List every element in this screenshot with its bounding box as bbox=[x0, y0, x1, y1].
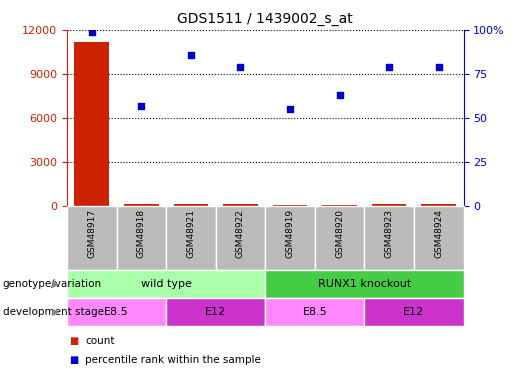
Bar bbox=[223, 204, 258, 206]
Bar bbox=[315, 206, 365, 270]
Bar bbox=[322, 204, 357, 206]
Text: E8.5: E8.5 bbox=[104, 307, 129, 317]
Text: ■: ■ bbox=[70, 336, 79, 346]
Point bbox=[187, 52, 195, 58]
Point bbox=[286, 106, 294, 112]
Text: GSM48919: GSM48919 bbox=[285, 209, 295, 258]
Text: genotype/variation: genotype/variation bbox=[3, 279, 101, 289]
Text: percentile rank within the sample: percentile rank within the sample bbox=[85, 355, 261, 365]
Text: ■: ■ bbox=[70, 355, 79, 365]
Text: count: count bbox=[85, 336, 114, 346]
Point bbox=[385, 64, 393, 70]
Bar bbox=[67, 298, 166, 326]
Text: GSM48917: GSM48917 bbox=[87, 209, 96, 258]
Bar bbox=[67, 206, 116, 270]
Point bbox=[335, 92, 344, 98]
Bar bbox=[124, 204, 159, 206]
Text: development stage: development stage bbox=[3, 307, 104, 317]
Text: GSM48922: GSM48922 bbox=[236, 209, 245, 258]
Bar bbox=[414, 206, 464, 270]
Text: ▶: ▶ bbox=[52, 279, 59, 289]
Bar bbox=[67, 270, 265, 298]
Text: RUNX1 knockout: RUNX1 knockout bbox=[318, 279, 411, 289]
Text: GSM48918: GSM48918 bbox=[137, 209, 146, 258]
Text: ▶: ▶ bbox=[52, 307, 59, 317]
Point bbox=[88, 29, 96, 35]
Bar bbox=[166, 206, 216, 270]
Bar bbox=[272, 205, 307, 206]
Point bbox=[236, 64, 245, 70]
Bar bbox=[174, 204, 208, 206]
Text: GSM48923: GSM48923 bbox=[385, 209, 393, 258]
Text: GSM48920: GSM48920 bbox=[335, 209, 344, 258]
Bar bbox=[166, 298, 265, 326]
Text: E12: E12 bbox=[205, 307, 226, 317]
Text: E8.5: E8.5 bbox=[302, 307, 327, 317]
Text: GSM48921: GSM48921 bbox=[186, 209, 195, 258]
Bar bbox=[372, 204, 406, 206]
Text: E12: E12 bbox=[403, 307, 424, 317]
Bar bbox=[265, 206, 315, 270]
Bar bbox=[421, 204, 456, 206]
Bar bbox=[365, 206, 414, 270]
Bar bbox=[365, 298, 464, 326]
Bar bbox=[216, 206, 265, 270]
Bar bbox=[74, 42, 109, 206]
Point bbox=[137, 103, 145, 109]
Bar bbox=[265, 270, 464, 298]
Bar bbox=[116, 206, 166, 270]
Text: GSM48924: GSM48924 bbox=[434, 209, 443, 258]
Bar bbox=[265, 298, 365, 326]
Title: GDS1511 / 1439002_s_at: GDS1511 / 1439002_s_at bbox=[177, 12, 353, 26]
Point bbox=[435, 64, 443, 70]
Text: wild type: wild type bbox=[141, 279, 192, 289]
